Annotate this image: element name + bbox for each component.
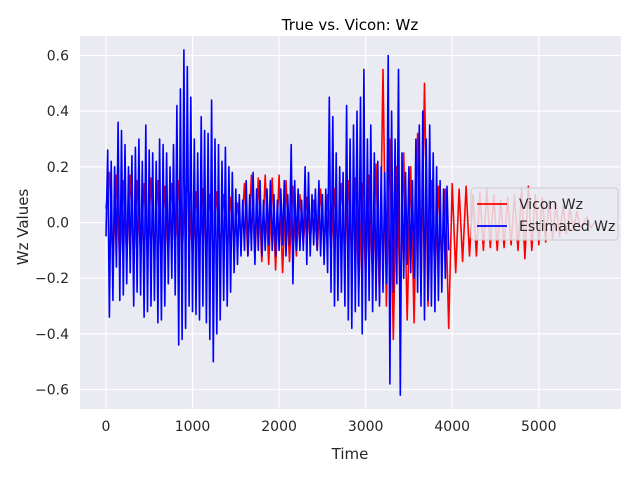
x-tick-label: 1000	[175, 419, 211, 435]
y-tick-label: 0.2	[47, 160, 69, 176]
y-tick-label: 0.0	[47, 216, 69, 232]
y-tick-label: 0.4	[47, 104, 69, 120]
x-axis-label: Time	[331, 445, 369, 463]
x-tick-label: 0	[102, 419, 111, 435]
x-tick-labels: 0 1000 2000 3000 4000 5000	[102, 419, 557, 435]
y-tick-label: −0.4	[35, 327, 69, 343]
legend-label-estimated: Estimated Wz	[519, 219, 615, 235]
legend-label-vicon: Vicon Wz	[519, 197, 583, 213]
y-tick-label: −0.6	[35, 383, 69, 399]
x-tick-label: 4000	[434, 419, 470, 435]
x-tick-label: 5000	[521, 419, 557, 435]
legend: Vicon Wz Estimated Wz	[470, 187, 619, 241]
chart-title: True vs. Vicon: Wz	[281, 16, 419, 34]
x-tick-label: 3000	[348, 419, 384, 435]
y-tick-label: −0.2	[35, 271, 69, 287]
y-axis-label: Wz Values	[14, 189, 32, 266]
y-tick-labels: −0.6 −0.4 −0.2 0.0 0.2 0.4 0.6	[35, 48, 69, 398]
x-tick-label: 2000	[261, 419, 297, 435]
series-line-estimated	[105, 49, 450, 396]
legend-box	[470, 187, 619, 241]
y-tick-label: 0.6	[47, 48, 69, 64]
